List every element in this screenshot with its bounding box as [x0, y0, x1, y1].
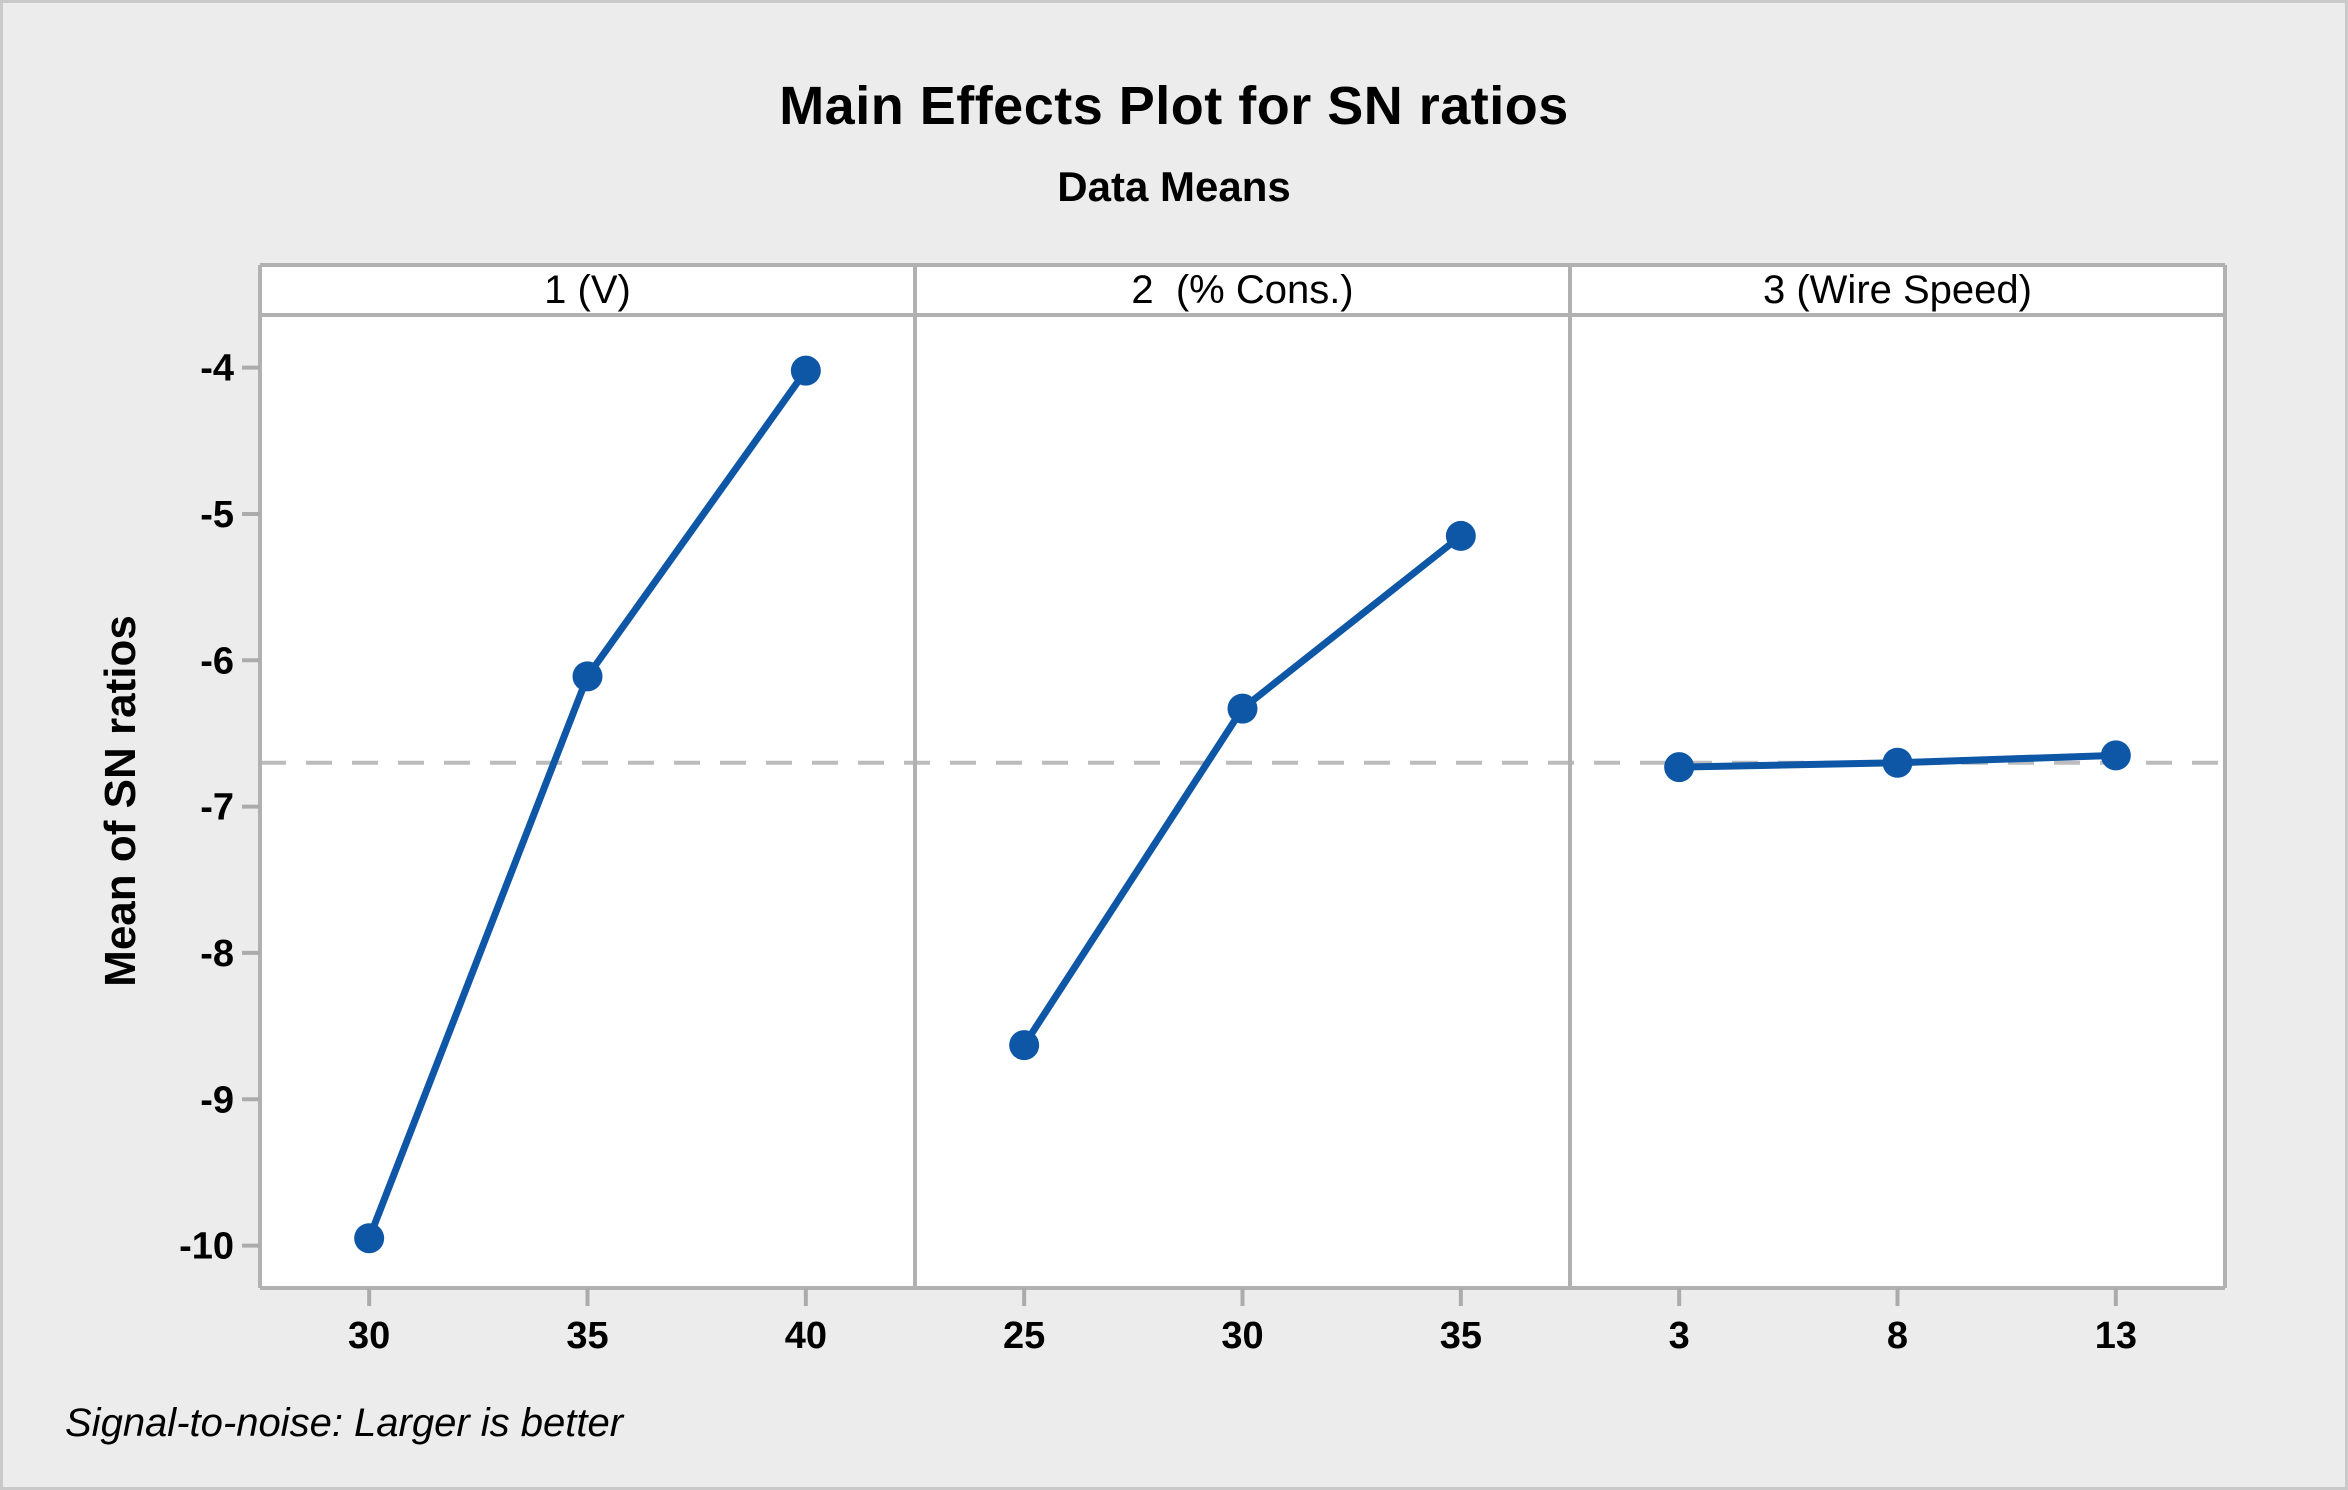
data-point	[1664, 752, 1695, 783]
chart-title: Main Effects Plot for SN ratios	[779, 76, 1569, 136]
x-tick-label: 13	[2095, 1315, 2137, 1357]
chart-footnote: Signal-to-noise: Larger is better	[65, 1401, 624, 1445]
data-point	[1009, 1030, 1040, 1061]
panel-header-label: 3 (Wire Speed)	[1763, 268, 2032, 312]
chart-subtitle: Data Means	[1057, 163, 1291, 210]
data-point	[1227, 693, 1258, 724]
y-tick-label: -10	[179, 1226, 234, 1268]
data-point	[2100, 740, 2131, 771]
y-tick-label: -4	[200, 348, 234, 390]
y-tick-label: -5	[200, 494, 234, 536]
data-point	[354, 1223, 385, 1254]
panel-header-label: 2 (% Cons.)	[1131, 268, 1353, 312]
x-tick-label: 8	[1887, 1315, 1908, 1357]
data-point	[1445, 520, 1476, 551]
y-tick-label: -6	[200, 640, 234, 682]
plot-background	[260, 265, 2225, 1288]
x-tick-label: 30	[348, 1315, 390, 1357]
x-tick-label: 35	[1440, 1315, 1482, 1357]
panel-header-label: 1 (V)	[544, 268, 631, 312]
x-tick-label: 25	[1003, 1315, 1045, 1357]
y-tick-label: -9	[200, 1079, 234, 1121]
x-tick-label: 35	[566, 1315, 608, 1357]
y-tick-label: -7	[200, 787, 234, 829]
data-point	[1882, 747, 1913, 778]
data-point	[790, 355, 821, 386]
x-tick-label: 40	[785, 1315, 827, 1357]
y-tick-label: -8	[200, 933, 234, 975]
plot-canvas: -4 -5 -6 -7 -8 -9 -10 1 (V) 30 35 40 2 (% Cons.) 25 3…	[179, 263, 2227, 1357]
x-tick-label: 30	[1221, 1315, 1263, 1357]
x-tick-label: 3	[1669, 1315, 1690, 1357]
data-point	[572, 661, 603, 692]
